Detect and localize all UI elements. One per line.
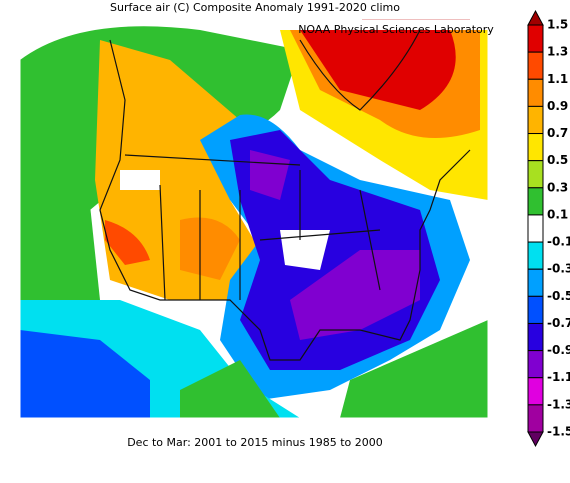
colorbar-label: 0.1 (547, 207, 568, 221)
colorbar-box (527, 295, 544, 324)
colorbar-triangle (527, 431, 544, 448)
colorbar-box (527, 241, 544, 270)
colorbar-label: 0.3 (547, 180, 568, 194)
caption: Dec to Mar: 2001 to 2015 minus 1985 to 2… (127, 436, 383, 449)
colorbar-label: 0.5 (547, 153, 568, 167)
colorbar-box (527, 78, 544, 107)
colorbar-label: -0.9 (547, 343, 570, 357)
colorbar-box (527, 105, 544, 135)
colorbar-label: -1.1 (547, 370, 570, 384)
colorbar-label: -0.7 (547, 316, 570, 330)
colorbar-box (527, 51, 544, 80)
colorbar: 1.5 1.3 1.1 0.9 0.7 0.5 0.3 0.1 -0.1 -0.3 -0.5 -0.7… (527, 9, 570, 448)
colorbar-triangle (527, 9, 544, 26)
colorbar-box (527, 404, 544, 433)
colorbar-label: -0.3 (547, 262, 570, 276)
colorbar-box (527, 214, 544, 243)
colorbar-box (527, 24, 544, 53)
colorbar-box (527, 133, 544, 162)
source-label: NOAA Physical Sciences Laboratory (298, 23, 494, 36)
map (19, 19, 489, 419)
colorbar-label: -0.1 (547, 235, 570, 249)
colorbar-label: 1.3 (547, 45, 568, 59)
colorbar-box (527, 322, 544, 352)
colorbar-label: 1.1 (547, 72, 568, 86)
colorbar-label: 1.5 (547, 18, 568, 32)
colorbar-box (527, 187, 544, 216)
colorbar-box (527, 160, 544, 189)
colorbar-label: 0.7 (547, 126, 568, 140)
colorbar-label: -1.3 (547, 397, 570, 411)
colorbar-box (527, 350, 544, 379)
colorbar-label: -1.5 (547, 425, 570, 439)
colorbar-box (527, 268, 544, 297)
colorbar-label: 0.9 (547, 99, 568, 113)
colorbar-label: -0.5 (547, 289, 570, 303)
map-title: Surface air (C) Composite Anomaly 1991-2… (110, 1, 400, 14)
colorbar-box (527, 377, 544, 406)
